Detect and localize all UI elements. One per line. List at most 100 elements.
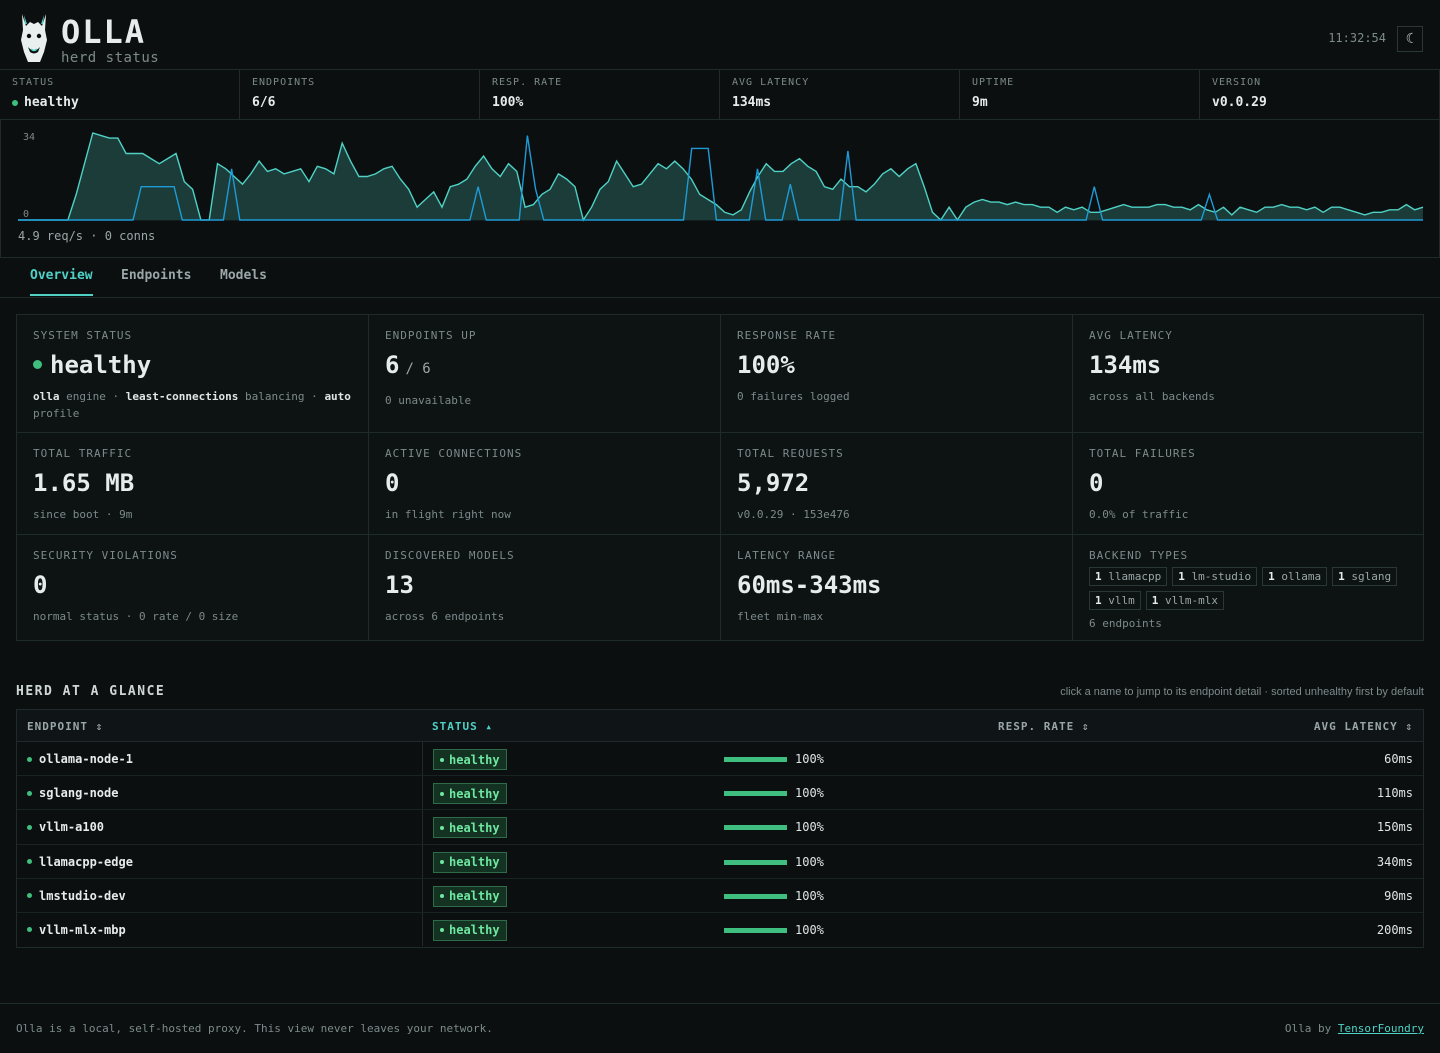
card-endpoints-up: ENDPOINTS UP 6 / 6 0 unavailable xyxy=(369,315,721,433)
card-active-connections: ACTIVE CONNECTIONS 0 in flight right now xyxy=(369,433,721,535)
card-total-traffic: TOTAL TRAFFIC 1.65 MB since boot · 9m xyxy=(17,433,369,535)
theme-toggle-button[interactable]: ☾ xyxy=(1397,26,1423,52)
backend-chip: 1 llamacpp xyxy=(1089,567,1168,586)
status-dot-icon xyxy=(27,756,32,762)
card-security-violations: SECURITY VIOLATIONS 0 normal status · 0 … xyxy=(17,535,369,640)
resp-rate-bar xyxy=(724,859,787,865)
endpoint-name-link[interactable]: sglang-node xyxy=(27,786,118,800)
card-value-text: healthy xyxy=(50,351,152,379)
strip-value: v0.0.29 xyxy=(1212,95,1267,110)
column-header-status[interactable]: STATUS ▴ xyxy=(432,720,493,733)
card-avg-latency: AVG LATENCY 134ms across all backends xyxy=(1073,315,1423,433)
strip-resp-rate: RESP. RATE 100% xyxy=(480,70,720,120)
resp-rate-bar xyxy=(724,791,787,797)
column-header-endpoint[interactable]: ENDPOINT ⇕ xyxy=(27,720,104,733)
status-badge: healthy xyxy=(433,783,507,805)
status-badge: healthy xyxy=(433,851,507,873)
strip-label: VERSION xyxy=(1212,77,1262,88)
column-header-avg-latency[interactable]: AVG LATENCY ⇕ xyxy=(1313,720,1413,733)
card-label: TOTAL TRAFFIC xyxy=(33,447,133,460)
status-dot-icon xyxy=(440,825,444,830)
card-value: 13 xyxy=(385,571,414,599)
brand-title: OLLA xyxy=(61,13,147,51)
chip-name: ollama xyxy=(1281,570,1322,583)
moon-icon: ☾ xyxy=(1405,31,1415,47)
profile-suffix: profile xyxy=(33,407,80,420)
tab-endpoints[interactable]: Endpoints xyxy=(121,268,192,283)
column-divider xyxy=(422,710,423,946)
card-label: SECURITY VIOLATIONS xyxy=(33,549,178,562)
card-label: TOTAL FAILURES xyxy=(1089,447,1196,460)
resp-rate-value: 100% xyxy=(795,888,824,903)
backend-chip: 1 vllm xyxy=(1089,591,1141,610)
herd-table: ENDPOINT ⇕ STATUS ▴ RESP. RATE ⇕ AVG LAT… xyxy=(16,709,1424,949)
card-total-failures: TOTAL FAILURES 0 0.0% of traffic xyxy=(1073,433,1423,535)
resp-rate-bar-fill xyxy=(724,893,787,899)
card-label: SYSTEM STATUS xyxy=(33,329,133,342)
sparkline-max-label: 34 xyxy=(23,132,36,143)
backend-chip: 1 lm-studio xyxy=(1172,567,1258,586)
endpoint-name-link[interactable]: vllm-a100 xyxy=(27,820,104,834)
status-dot-icon xyxy=(27,927,32,933)
card-total-requests: TOTAL REQUESTS 5,972 v0.0.29 · 153e476 xyxy=(721,433,1073,535)
page-footer: Olla is a local, self-hosted proxy. This… xyxy=(0,1003,1440,1053)
card-label: BACKEND TYPES xyxy=(1089,549,1189,562)
status-badge-label: healthy xyxy=(449,786,500,801)
tensorfoundry-link[interactable]: TensorFoundry xyxy=(1337,1022,1424,1035)
card-value: 6 / 6 xyxy=(385,351,704,383)
card-system-status: SYSTEM STATUS healthy olla engine · leas… xyxy=(17,315,369,433)
strip-endpoints: ENDPOINTS 6/6 xyxy=(240,70,480,120)
status-badge-label: healthy xyxy=(449,889,500,904)
status-dot-icon xyxy=(27,790,32,796)
status-badge-label: healthy xyxy=(449,923,500,938)
endpoint-name-link[interactable]: lmstudio-dev xyxy=(27,889,126,903)
status-dot-icon xyxy=(440,791,444,796)
chip-name: llamacpp xyxy=(1108,570,1162,583)
card-discovered-models: DISCOVERED MODELS 13 across 6 endpoints xyxy=(369,535,721,640)
card-value: 0 xyxy=(1089,469,1104,497)
column-header-resp-rate[interactable]: RESP. RATE ⇕ xyxy=(998,720,1090,733)
balancer-name: least-connections xyxy=(125,390,239,403)
endpoint-name-link[interactable]: ollama-node-1 xyxy=(27,752,133,766)
balancer-suffix: balancing · xyxy=(244,390,318,403)
footer-note: Olla is a local, self-hosted proxy. This… xyxy=(16,1022,493,1035)
endpoint-name: llamacpp-edge xyxy=(39,854,133,869)
card-label: LATENCY RANGE xyxy=(737,549,837,562)
chip-count: 1 xyxy=(1178,570,1185,583)
backend-type-chips: 1 llamacpp 1 lm-studio 1 ollama 1 sglang… xyxy=(1089,567,1399,610)
resp-rate-value: 100% xyxy=(795,786,824,801)
status-badge: healthy xyxy=(433,817,507,839)
endpoint-name-link[interactable]: llamacpp-edge xyxy=(27,855,133,869)
sparkline-footer: 4.9 req/s · 0 conns xyxy=(18,229,156,243)
strip-label: STATUS xyxy=(12,77,55,88)
tab-models[interactable]: Models xyxy=(220,268,267,283)
card-value-suffix: / 6 xyxy=(405,361,431,377)
tab-bar: Overview Endpoints Models xyxy=(0,258,1440,298)
resp-rate-bar xyxy=(724,757,787,762)
table-row: llamacpp-edge healthy 100% 340ms xyxy=(17,845,1423,879)
strip-label: AVG LATENCY xyxy=(732,77,810,88)
table-row: sglang-node healthy 100% 110ms xyxy=(17,776,1423,811)
resp-rate-bar-fill xyxy=(724,859,787,865)
clock: 11:32:54 xyxy=(1328,31,1386,45)
card-subtext: 0.0% of traffic xyxy=(1089,508,1189,521)
resp-rate-bar-fill xyxy=(724,791,787,797)
backend-chip: 1 vllm-mlx xyxy=(1145,591,1224,610)
status-dot-icon xyxy=(440,757,444,762)
resp-rate-bar-fill xyxy=(724,825,787,831)
traffic-sparkline: 34 0 4.9 req/s · 0 conns xyxy=(0,120,1440,258)
card-label: ENDPOINTS UP xyxy=(385,329,477,342)
card-label: RESPONSE RATE xyxy=(737,329,837,342)
endpoint-name-link[interactable]: vllm-mlx-mbp xyxy=(27,923,126,937)
llama-logo-icon xyxy=(21,14,47,62)
resp-rate-value: 100% xyxy=(795,820,824,835)
table-header: ENDPOINT ⇕ STATUS ▴ RESP. RATE ⇕ AVG LAT… xyxy=(17,710,1423,742)
strip-value: healthy xyxy=(12,95,227,110)
avg-latency-value: 110ms xyxy=(1376,786,1413,801)
resp-rate-value: 100% xyxy=(795,854,824,869)
resp-rate-value: 100% xyxy=(795,752,824,766)
tab-overview[interactable]: Overview xyxy=(30,268,93,296)
card-label: AVG LATENCY xyxy=(1089,329,1173,342)
resp-rate-bar xyxy=(724,927,787,933)
strip-version: VERSION v0.0.29 xyxy=(1200,70,1440,120)
